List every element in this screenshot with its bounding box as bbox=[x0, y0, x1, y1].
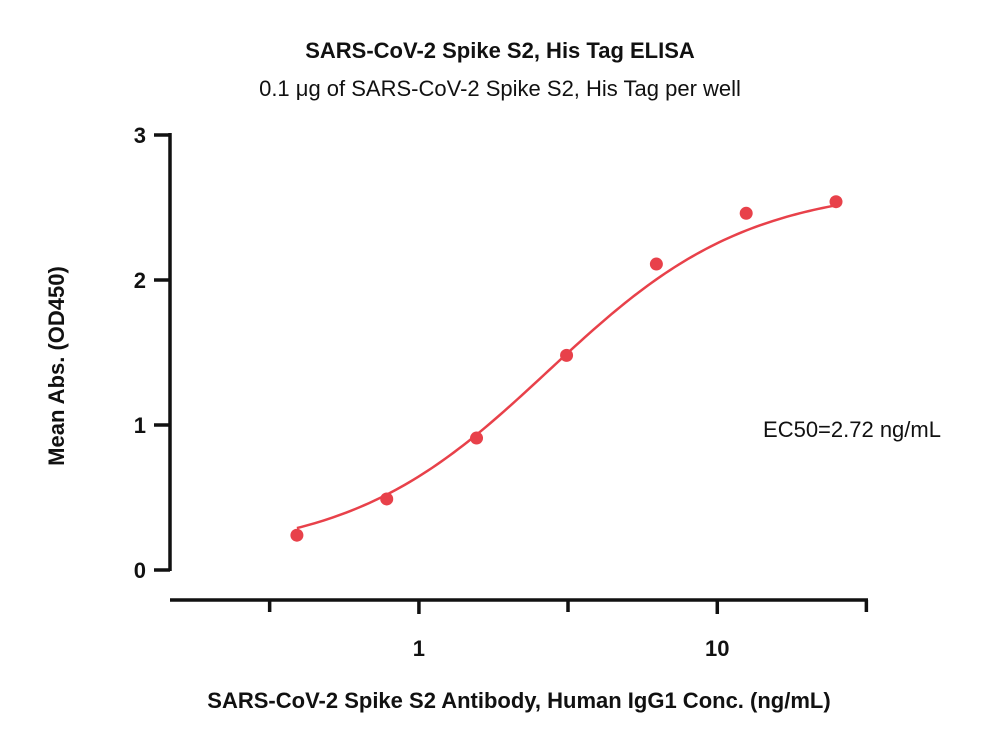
y-tick-label: 1 bbox=[134, 413, 146, 438]
y-tick-label: 0 bbox=[134, 558, 146, 583]
data-point bbox=[560, 348, 574, 362]
y-tick-label: 3 bbox=[134, 123, 146, 148]
ec50-annotation: EC50=2.72 ng/mL bbox=[763, 417, 941, 442]
data-point bbox=[290, 528, 304, 542]
y-axis: 0 1 2 3 bbox=[134, 123, 172, 583]
x-axis-label: SARS-CoV-2 Spike S2 Antibody, Human IgG1… bbox=[207, 688, 830, 713]
x-tick-label: 10 bbox=[705, 636, 729, 661]
data-point bbox=[829, 195, 843, 209]
fit-curve bbox=[296, 204, 837, 530]
chart-subtitle: 0.1 μg of SARS-CoV-2 Spike S2, His Tag p… bbox=[259, 76, 741, 101]
y-tick-label: 2 bbox=[134, 268, 146, 293]
x-tick-label: 1 bbox=[413, 636, 425, 661]
data-point bbox=[380, 492, 394, 506]
data-point bbox=[739, 206, 753, 220]
y-axis-label: Mean Abs. (OD450) bbox=[44, 266, 69, 466]
x-axis: 1 10 bbox=[170, 598, 869, 661]
chart-title: SARS-CoV-2 Spike S2, His Tag ELISA bbox=[305, 38, 695, 63]
data-points bbox=[290, 195, 843, 542]
data-point bbox=[470, 431, 484, 445]
data-point bbox=[649, 257, 663, 271]
